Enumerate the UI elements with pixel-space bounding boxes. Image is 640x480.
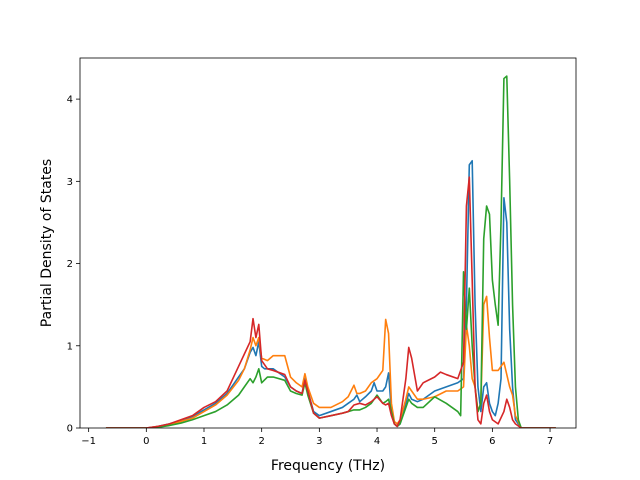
y-tick-label: 1 xyxy=(67,341,73,352)
x-axis-ticks: −1 0 1 2 3 4 5 6 7 xyxy=(81,428,553,447)
series-line-4 xyxy=(105,176,556,428)
x-tick-label: 6 xyxy=(489,436,495,447)
x-tick-label: 1 xyxy=(201,436,207,447)
x-tick-label: 5 xyxy=(432,436,438,447)
y-tick-label: 3 xyxy=(67,177,73,188)
plot-frame xyxy=(79,57,577,429)
x-axis-label: Frequency (THz) xyxy=(271,458,385,474)
x-tick-label: 3 xyxy=(316,436,322,447)
plot-area xyxy=(79,57,577,429)
x-tick-label: 2 xyxy=(258,436,264,447)
y-axis-label: Partial Density of States xyxy=(39,159,55,327)
x-tick-label: 0 xyxy=(143,436,149,447)
series-group xyxy=(105,75,556,428)
series-line-1 xyxy=(105,159,556,428)
series-line-3 xyxy=(105,75,556,428)
x-tick-label: −1 xyxy=(81,436,96,447)
y-tick-label: 4 xyxy=(67,95,73,106)
x-tick-label: 4 xyxy=(374,436,380,447)
x-tick-label: 7 xyxy=(547,436,553,447)
y-tick-label: 0 xyxy=(67,424,73,435)
y-tick-label: 2 xyxy=(67,259,73,270)
y-axis-ticks: 0 1 2 3 4 xyxy=(67,95,80,435)
